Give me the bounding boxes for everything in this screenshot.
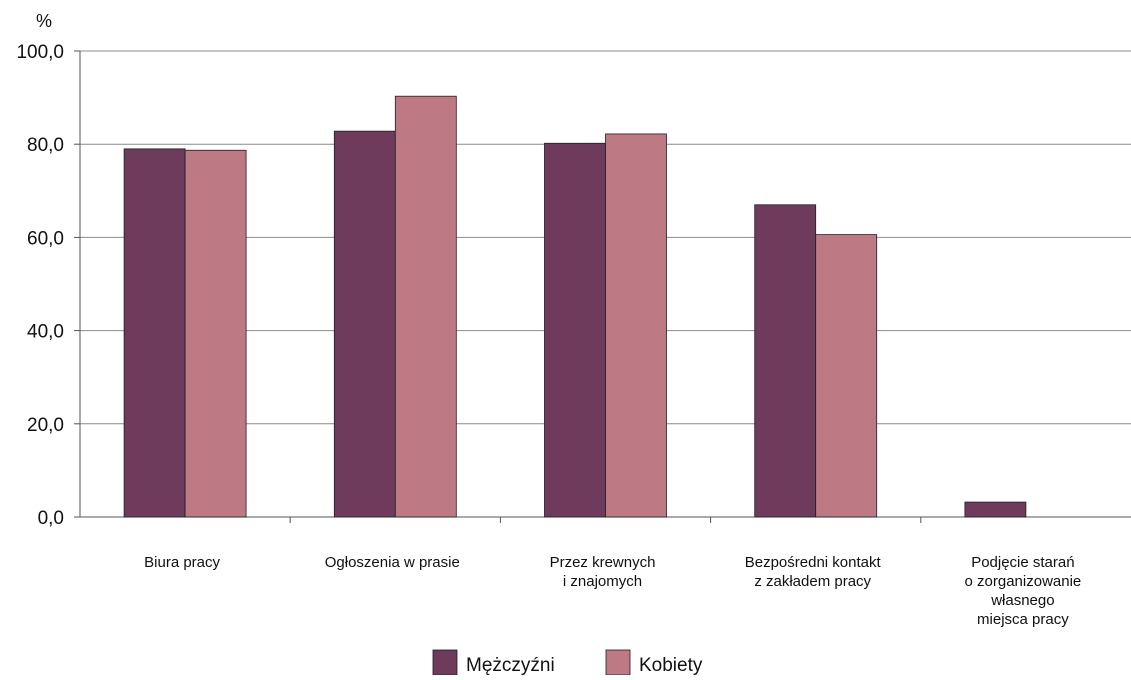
bar xyxy=(754,204,817,518)
x-category-label: Bezpośredni kontakt xyxy=(745,554,882,571)
x-category-label: Przez krewnych xyxy=(550,554,656,571)
x-category-label: i znajomych xyxy=(563,573,642,590)
y-tick-label: 80,0 xyxy=(27,135,64,156)
x-category-label: o zorganizowanie xyxy=(965,573,1082,590)
bar xyxy=(184,149,247,518)
legend-label: Kobiety xyxy=(639,655,703,675)
legend-swatch xyxy=(432,649,458,676)
x-category-label: własnego xyxy=(990,592,1054,609)
bar xyxy=(815,234,878,518)
legend-swatch xyxy=(605,649,631,676)
bar xyxy=(544,142,606,518)
bar xyxy=(605,133,667,518)
y-tick-label: 60,0 xyxy=(27,228,64,249)
x-category-label: z zakładem pracy xyxy=(754,573,871,590)
y-axis-unit: % xyxy=(36,11,52,31)
x-category-label: miejsca pracy xyxy=(977,611,1069,628)
y-tick-label: 40,0 xyxy=(27,322,64,343)
y-tick-label: 0,0 xyxy=(38,508,64,529)
bar xyxy=(964,501,1027,518)
bar xyxy=(333,130,396,518)
y-tick-label: 100,0 xyxy=(16,42,64,63)
bar xyxy=(394,95,457,518)
bar xyxy=(123,148,186,518)
x-category-label: Podjęcie starań xyxy=(971,554,1074,571)
y-tick-label: 20,0 xyxy=(27,415,64,436)
legend-label: Mężczyźni xyxy=(466,655,555,675)
x-category-label: Biura pracy xyxy=(144,554,220,571)
x-category-label: Ogłoszenia w prasie xyxy=(325,554,460,571)
